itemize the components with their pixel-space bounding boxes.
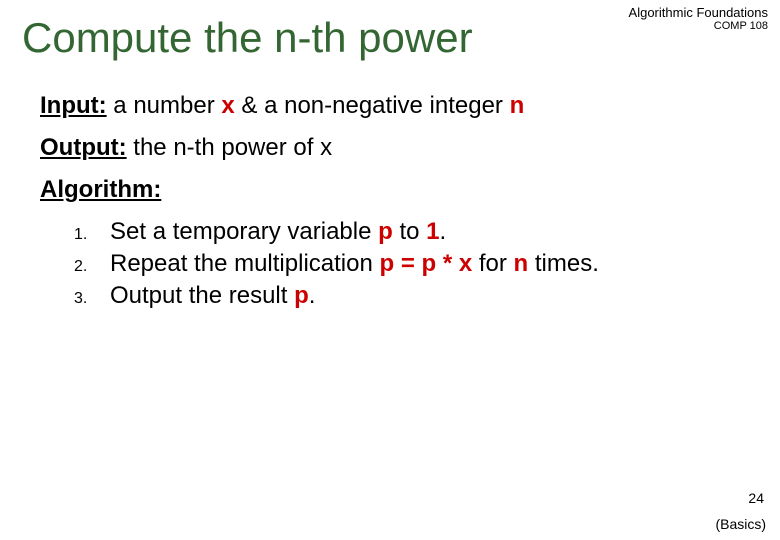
step-text: Output the result p. bbox=[110, 282, 315, 310]
step-text: Set a temporary variable p to 1. bbox=[110, 218, 446, 246]
step-number: 3. bbox=[74, 290, 110, 308]
output-label: Output: bbox=[40, 134, 127, 161]
step-number: 2. bbox=[74, 258, 110, 276]
course-header: Algorithmic Foundations COMP 108 bbox=[629, 6, 768, 32]
list-item: 3. Output the result p. bbox=[74, 282, 750, 310]
output-line: Output: the n-th power of x bbox=[40, 134, 750, 162]
algorithm-steps: 1. Set a temporary variable p to 1. 2. R… bbox=[74, 218, 750, 310]
step-number: 1. bbox=[74, 226, 110, 244]
course-code: COMP 108 bbox=[629, 20, 768, 32]
slide-title: Compute the n-th power bbox=[22, 14, 473, 62]
algorithm-label: Algorithm: bbox=[40, 176, 161, 203]
footer-label: (Basics) bbox=[715, 516, 766, 532]
list-item: 2. Repeat the multiplication p = p * x f… bbox=[74, 250, 750, 278]
input-var-x: x bbox=[221, 92, 234, 119]
step-text: Repeat the multiplication p = p * x for … bbox=[110, 250, 599, 278]
page-number: 24 bbox=[748, 490, 764, 506]
input-text-pre: a number bbox=[107, 92, 222, 119]
input-var-n: n bbox=[510, 92, 525, 119]
input-line: Input: a number x & a non-negative integ… bbox=[40, 92, 750, 120]
input-text-mid: & a non-negative integer bbox=[235, 92, 510, 119]
output-text: the n-th power of x bbox=[127, 134, 332, 161]
list-item: 1. Set a temporary variable p to 1. bbox=[74, 218, 750, 246]
algorithm-heading: Algorithm: bbox=[40, 176, 750, 204]
course-title: Algorithmic Foundations bbox=[629, 6, 768, 20]
slide-body: Input: a number x & a non-negative integ… bbox=[40, 92, 750, 314]
input-label: Input: bbox=[40, 92, 107, 119]
